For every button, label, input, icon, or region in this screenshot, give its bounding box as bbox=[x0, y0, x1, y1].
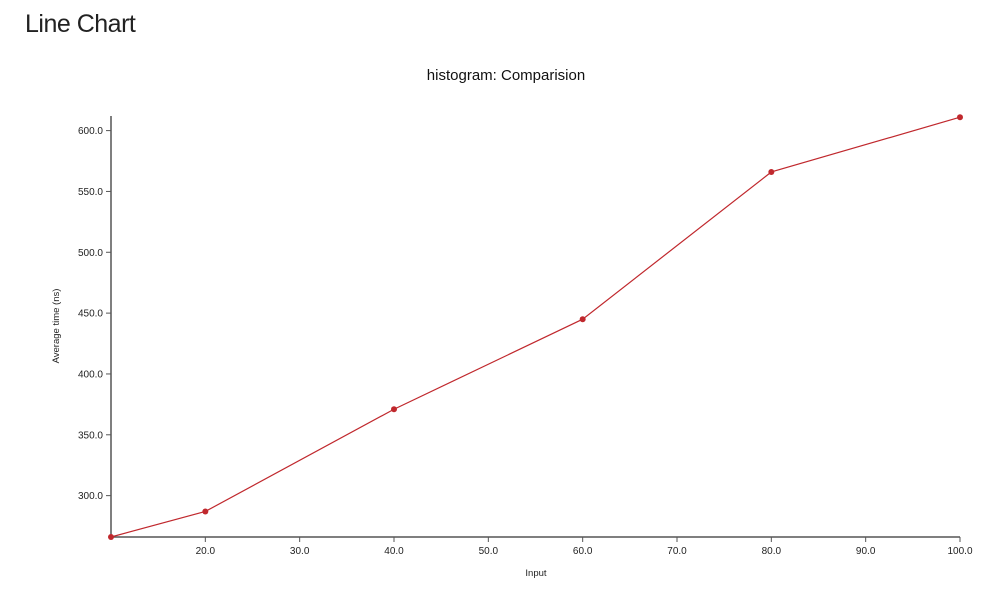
x-tick-label: 40.0 bbox=[384, 546, 404, 557]
x-tick-label: 60.0 bbox=[573, 546, 593, 557]
x-tick-label: 50.0 bbox=[479, 546, 499, 557]
data-point bbox=[768, 168, 775, 175]
x-tick-label: 20.0 bbox=[196, 546, 216, 557]
y-tick-label: 500.0 bbox=[78, 248, 103, 259]
x-tick-label: 90.0 bbox=[856, 546, 876, 557]
x-axis-label: Input bbox=[525, 568, 546, 579]
x-tick-label: 30.0 bbox=[290, 546, 310, 557]
data-point bbox=[579, 316, 586, 323]
plot-series bbox=[108, 114, 963, 540]
y-tick-label: 300.0 bbox=[78, 491, 103, 502]
y-axis-label: Average time (ns) bbox=[51, 289, 62, 364]
data-point bbox=[108, 534, 114, 540]
data-point bbox=[957, 114, 963, 121]
x-axis: 20.0 30.0 40.0 50.0 60.0 70.0 80.0 90.0 100.0 bbox=[111, 536, 973, 557]
y-tick-label: 350.0 bbox=[78, 430, 103, 441]
page-heading: Line Chart bbox=[25, 10, 136, 38]
chart-title: histogram: Comparision bbox=[427, 67, 585, 84]
x-tick-label: 70.0 bbox=[667, 546, 687, 557]
y-tick-label: 550.0 bbox=[78, 187, 103, 198]
y-tick-label: 400.0 bbox=[78, 369, 103, 380]
x-tick-label: 100.0 bbox=[947, 546, 972, 557]
y-axis: 300.0 350.0 400.0 450.0 500.0 550.0 600.0 bbox=[78, 116, 112, 537]
data-point bbox=[391, 406, 397, 413]
series-line bbox=[110, 116, 961, 538]
y-tick-label: 450.0 bbox=[78, 309, 103, 320]
x-tick-label: 80.0 bbox=[762, 546, 782, 557]
y-tick-label: 600.0 bbox=[78, 126, 103, 137]
data-point bbox=[202, 508, 209, 515]
